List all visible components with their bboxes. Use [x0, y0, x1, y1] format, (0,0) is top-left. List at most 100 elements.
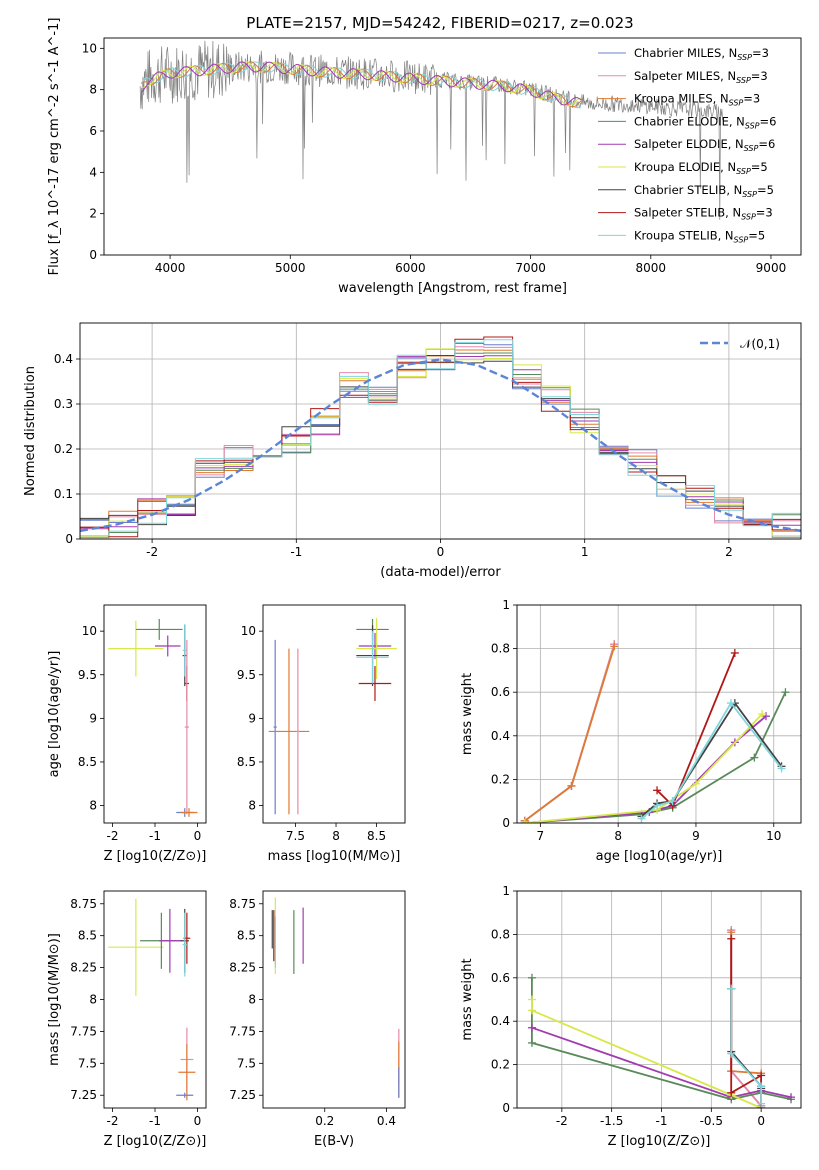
weight-line-0 [730, 930, 762, 1107]
weight-line-4 [531, 1026, 792, 1099]
y-tick-label: 1 [502, 598, 510, 612]
x-axis-label: Z [log10(Z/Z⊙)] [104, 849, 207, 864]
weight-line-5 [524, 713, 763, 823]
axes-frame [516, 604, 802, 824]
y-tick-label: 0 [502, 1101, 510, 1115]
y-tick-label: 0 [89, 248, 97, 262]
normal-reference-curve [80, 358, 801, 533]
axes-frame [103, 890, 207, 1109]
y-tick-label: 8.75 [229, 897, 256, 911]
legend-subscript: SSP [736, 76, 751, 85]
x-tick-label: 8 [614, 829, 622, 843]
legend-entry: Salpeter STELIB, NSSP=3 [634, 206, 773, 222]
x-tick-label: 9 [692, 829, 700, 843]
legend-entry: Kroupa STELIB, NSSP=5 [634, 228, 765, 244]
x-tick-label: -2 [107, 1114, 119, 1128]
y-tick-label: 7.75 [70, 1024, 97, 1038]
y-tick-label: 7.5 [78, 1056, 97, 1070]
x-tick-label: -1.5 [600, 1114, 623, 1128]
weight-line-5 [531, 999, 762, 1108]
legend-subscript: SSP [734, 235, 749, 244]
y-tick-label: 8 [248, 993, 256, 1007]
legend-normal-label: 𝒩(0,1) [740, 337, 780, 351]
y-tick-label: 8.75 [70, 897, 97, 911]
y-tick-label: 0.4 [491, 1014, 510, 1028]
panel-mass-vs-EBV: 0.2 0.4 7.25 7.5 7.75 8 8.25 8.5 8.75 E(B-V) [229, 890, 406, 1149]
legend-entry: Kroupa ELODIE, NSSP=5 [634, 160, 768, 176]
y-tick-label: 9.5 [78, 668, 97, 682]
legend-subscript: SSP [737, 53, 752, 62]
x-tick-label: 0.2 [315, 1114, 334, 1128]
y-tick-label: 9 [248, 711, 256, 725]
model-spectrum-5 [141, 61, 582, 107]
legend-nssp: =5 [757, 183, 774, 197]
y-tick-label: 8 [89, 83, 97, 97]
x-tick-label: 5000 [275, 261, 306, 275]
x-tick-label: -0.5 [700, 1114, 723, 1128]
x-tick-label: -2 [146, 545, 158, 559]
y-axis-label: mass weight [460, 958, 475, 1040]
x-tick-label: 0 [194, 1114, 202, 1128]
x-tick-label: 7000 [515, 261, 546, 275]
legend-entry: Salpeter ELODIE, NSSP=6 [634, 137, 775, 153]
axes-frame [262, 890, 406, 1109]
plot-area [271, 897, 400, 1098]
y-tick-label: 2 [89, 207, 97, 221]
legend-nssp: =3 [752, 46, 769, 60]
panel-spectrum: 4000 5000 6000 7000 8000 9000 0 2 4 6 8 10 wavelengt… [47, 18, 802, 296]
plot-area [268, 618, 397, 815]
x-axis-label: (data-model)/error [380, 565, 501, 580]
y-tick-label: 8 [89, 993, 97, 1007]
plot-area [80, 336, 801, 539]
y-axis-label: Flux [f_λ 10^-17 erg cm^-2 s^-1 A^-1] [47, 18, 62, 276]
x-tick-label: 7 [537, 829, 545, 843]
x-tick-label: -1 [656, 1114, 668, 1128]
x-tick-label: 0 [757, 1114, 765, 1128]
x-tick-label: -1 [290, 545, 302, 559]
x-axis-label: age [log10(age/yr)] [596, 849, 723, 864]
legend-nssp: =3 [756, 206, 773, 220]
x-tick-label: 8.5 [367, 829, 386, 843]
x-axis-label: Z [log10(Z/Z⊙)] [608, 1134, 711, 1149]
figure-title: PLATE=2157, MJD=54242, FIBERID=0217, z=0… [246, 14, 633, 32]
y-tick-label: 0.2 [54, 442, 73, 456]
x-tick-label: 0.4 [377, 1114, 396, 1128]
plot-area [108, 618, 198, 817]
y-tick-label: 0.2 [491, 772, 510, 786]
y-tick-label: 8 [89, 799, 97, 813]
legend-subscript: SSP [745, 121, 760, 130]
y-tick-label: 0.4 [491, 729, 510, 743]
weight-line-1 [730, 930, 762, 1107]
plot-area [139, 40, 723, 220]
y-tick-label: 10 [241, 624, 256, 638]
legend-nssp: =5 [748, 228, 765, 242]
y-tick-label: 8.5 [237, 929, 256, 943]
y-tick-label: 8 [248, 799, 256, 813]
legend-nssp: =6 [758, 137, 775, 151]
y-tick-label: 4 [89, 165, 97, 179]
y-tick-label: 0.6 [491, 971, 510, 985]
legend-subscript: SSP [729, 99, 744, 108]
x-tick-label: -1 [149, 1114, 161, 1128]
x-axis-label: E(B-V) [314, 1134, 354, 1149]
legend-nssp: =3 [751, 69, 768, 83]
x-tick-label: 0 [437, 545, 445, 559]
x-tick-label: -2 [107, 829, 119, 843]
x-axis-label: Z [log10(Z/Z⊙)] [104, 1134, 207, 1149]
weight-line-8 [730, 988, 762, 1104]
x-tick-label: 4000 [155, 261, 186, 275]
legend-subscript: SSP [741, 213, 756, 222]
y-axis-label: mass [log10(M/M⊙)] [47, 933, 62, 1066]
y-tick-label: 0 [502, 816, 510, 830]
weight-line-1 [524, 643, 616, 822]
y-tick-label: 0.8 [491, 642, 510, 656]
legend-entry: Chabrier MILES, NSSP=3 [634, 46, 769, 62]
y-tick-label: 8.5 [78, 929, 97, 943]
model-spectrum-2 [141, 61, 582, 108]
legend-nssp: =3 [743, 92, 760, 106]
axes-frame [516, 890, 802, 1109]
legend-entry: Salpeter MILES, NSSP=3 [634, 69, 768, 85]
panel-mass-weight-vs-Z: -2 -1.5 -1 -0.5 0 0 0.2 0.4 0.6 0.8 1 Z [log10(Z/Z⊙… [460, 884, 802, 1149]
plot-area [108, 898, 196, 1101]
